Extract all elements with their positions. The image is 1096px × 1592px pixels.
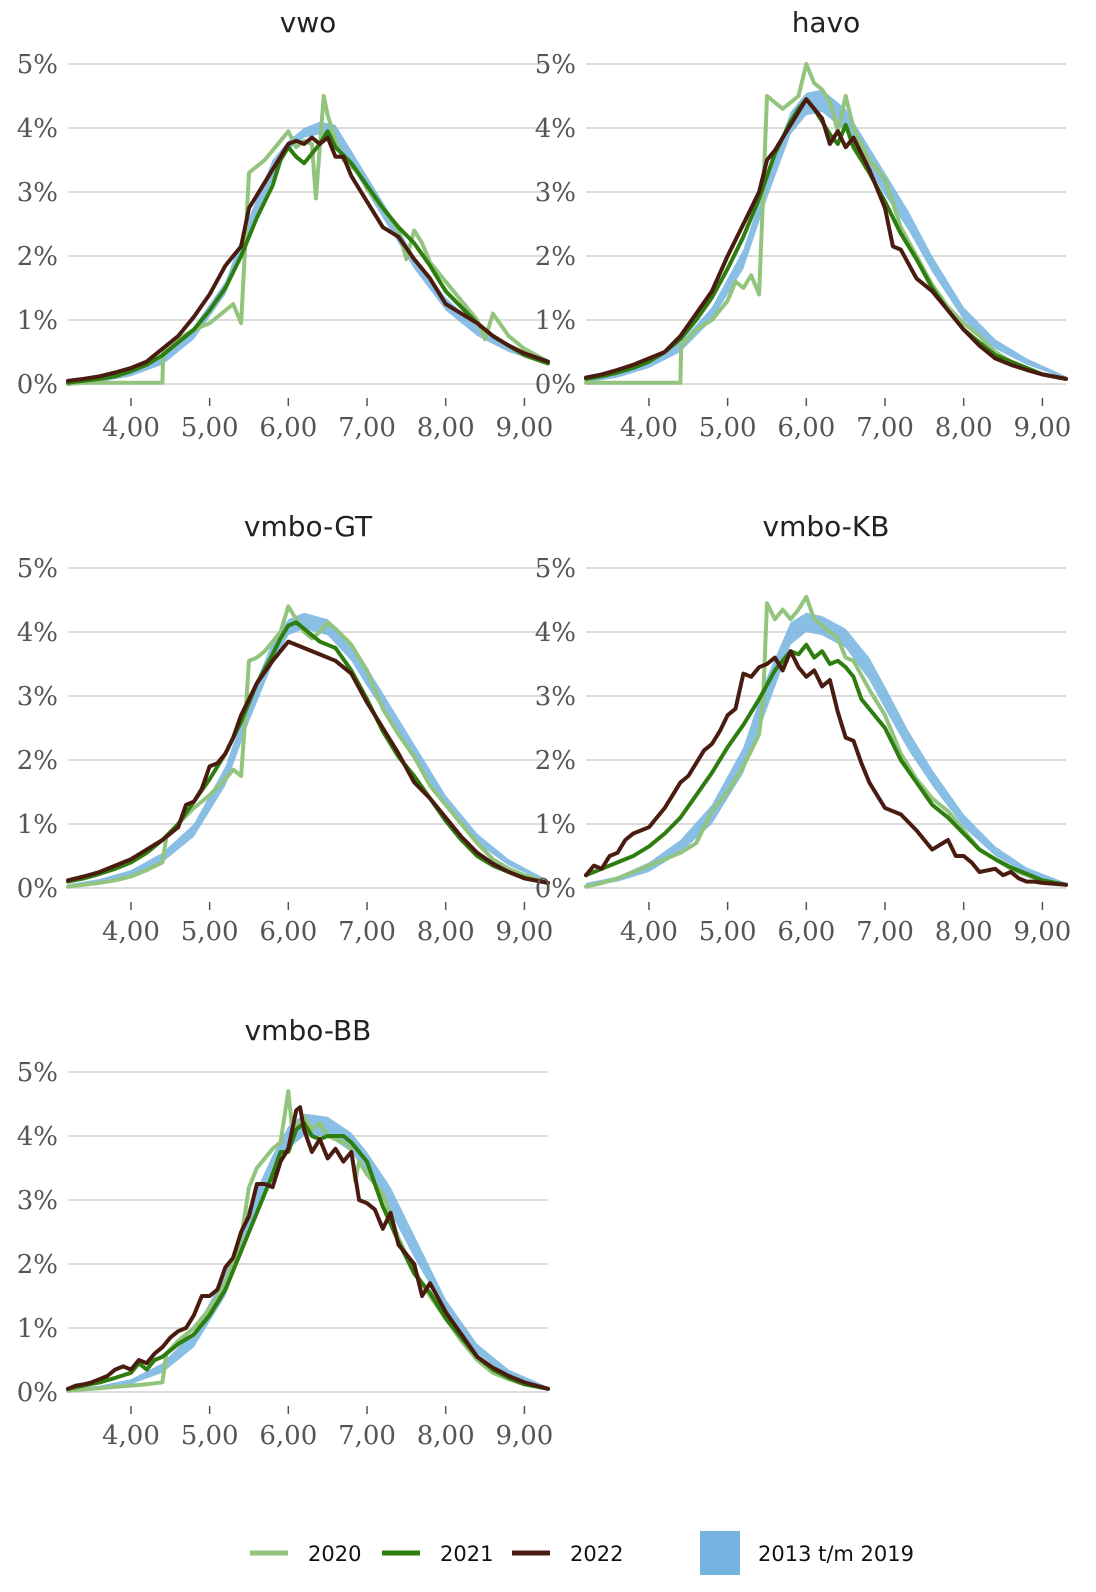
x-tick-label: 8,00 bbox=[417, 413, 475, 443]
y-tick-label: 1% bbox=[535, 810, 576, 840]
y-tick-label: 1% bbox=[17, 1314, 58, 1344]
x-tick-label: 8,00 bbox=[935, 917, 993, 947]
x-tick-label: 8,00 bbox=[417, 1421, 475, 1451]
series-line-2021 bbox=[584, 97, 1068, 381]
y-tick-label: 4% bbox=[535, 618, 576, 648]
y-tick-label: 1% bbox=[535, 306, 576, 336]
y-tick-label: 1% bbox=[17, 810, 58, 840]
series-line-2022 bbox=[584, 97, 1068, 381]
y-tick-label: 5% bbox=[17, 1058, 58, 1088]
series-line-2022 bbox=[66, 1105, 550, 1391]
panel-vwo: vwo 0% 1% 2% 3% 4% 5% 4,00 5,00 6,00 7,00 8,00 9,00 bbox=[17, 6, 554, 443]
x-tick-label: 9,00 bbox=[495, 413, 553, 443]
band-2013-2019 bbox=[68, 1113, 548, 1391]
y-tick-label: 4% bbox=[535, 114, 576, 144]
y-tick-label: 3% bbox=[535, 178, 576, 208]
x-tick-label: 7,00 bbox=[856, 413, 914, 443]
panel-title: vwo bbox=[280, 6, 337, 39]
panel-vmbo-bb: vmbo-BB 0% 1% 2% 3% 4% 5% 4,00 5,00 6,00 7,00 8,00 9… bbox=[17, 1014, 554, 1451]
x-tick-label: 6,00 bbox=[777, 413, 835, 443]
y-tick-label: 3% bbox=[17, 178, 58, 208]
x-tick-label: 5,00 bbox=[181, 917, 239, 947]
legend-item-2020: 2020 bbox=[250, 1542, 361, 1566]
series-line-2022 bbox=[584, 649, 1068, 887]
x-tick-label: 4,00 bbox=[102, 1421, 160, 1451]
panel-title: vmbo-GT bbox=[244, 510, 373, 543]
legend-label: 2021 bbox=[440, 1542, 493, 1566]
y-tick-label: 4% bbox=[17, 618, 58, 648]
y-tick-label: 5% bbox=[535, 554, 576, 584]
x-tick-label: 5,00 bbox=[699, 413, 757, 443]
legend-item-2022: 2022 bbox=[512, 1542, 623, 1566]
x-tick-label: 6,00 bbox=[777, 917, 835, 947]
y-tick-label: 1% bbox=[17, 306, 58, 336]
legend-item-2021: 2021 bbox=[382, 1542, 493, 1566]
band-2013-2019 bbox=[68, 612, 548, 887]
x-tick-label: 9,00 bbox=[1013, 917, 1071, 947]
series-line-2022 bbox=[66, 135, 550, 383]
x-tick-label: 5,00 bbox=[181, 413, 239, 443]
series-line-2021 bbox=[584, 642, 1068, 887]
series-line-2020 bbox=[584, 62, 1068, 385]
x-tick-label: 6,00 bbox=[259, 1421, 317, 1451]
y-tick-label: 5% bbox=[17, 554, 58, 584]
x-tick-label: 4,00 bbox=[102, 917, 160, 947]
panel-title: havo bbox=[792, 6, 861, 39]
y-tick-label: 0% bbox=[17, 1378, 58, 1408]
legend: 2020 2021 2022 2013 t/m 2019 bbox=[250, 1531, 914, 1575]
y-tick-label: 0% bbox=[17, 370, 58, 400]
band-2013-2019 bbox=[586, 612, 1066, 887]
y-tick-label: 2% bbox=[17, 1250, 58, 1280]
x-tick-label: 7,00 bbox=[338, 1421, 396, 1451]
y-tick-label: 2% bbox=[17, 746, 58, 776]
y-tick-label: 3% bbox=[17, 1186, 58, 1216]
x-tick-label: 5,00 bbox=[181, 1421, 239, 1451]
legend-label: 2022 bbox=[570, 1542, 623, 1566]
panel-title: vmbo-BB bbox=[245, 1014, 372, 1047]
panel-havo: havo 0% 1% 2% 3% 4% 5% 4,00 5,00 6,00 7,00 8,00 9,00 bbox=[535, 6, 1072, 443]
y-tick-label: 3% bbox=[17, 682, 58, 712]
x-tick-label: 6,00 bbox=[259, 413, 317, 443]
panel-vmbo-kb: vmbo-KB 0% 1% 2% 3% 4% 5% 4,00 5,00 6,00 7,00 8,00 9… bbox=[535, 510, 1072, 947]
x-tick-label: 9,00 bbox=[1013, 413, 1071, 443]
series-line-2020 bbox=[584, 594, 1068, 889]
y-tick-label: 3% bbox=[535, 682, 576, 712]
x-tick-label: 5,00 bbox=[699, 917, 757, 947]
series-line-2020 bbox=[66, 94, 550, 386]
y-tick-label: 2% bbox=[535, 746, 576, 776]
x-tick-label: 4,00 bbox=[102, 413, 160, 443]
legend-label: 2020 bbox=[308, 1542, 361, 1566]
series-line-2021 bbox=[66, 129, 550, 385]
series-line-2022 bbox=[66, 639, 550, 885]
y-tick-label: 2% bbox=[535, 242, 576, 272]
x-tick-label: 4,00 bbox=[620, 413, 678, 443]
y-tick-label: 5% bbox=[17, 50, 58, 80]
x-tick-label: 9,00 bbox=[495, 917, 553, 947]
y-tick-label: 2% bbox=[17, 242, 58, 272]
legend-swatch-band bbox=[700, 1531, 740, 1575]
legend-item-2013-t-m-2019: 2013 t/m 2019 bbox=[700, 1531, 914, 1575]
panel-vmbo-gt: vmbo-GT 0% 1% 2% 3% 4% 5% 4,00 5,00 6,00 7,00 8,00 9… bbox=[17, 510, 554, 947]
y-tick-label: 4% bbox=[17, 1122, 58, 1152]
panel-title: vmbo-KB bbox=[763, 510, 890, 543]
band-2013-2019 bbox=[586, 89, 1066, 383]
series-line-2021 bbox=[66, 1121, 550, 1391]
x-tick-label: 8,00 bbox=[935, 413, 993, 443]
x-tick-label: 7,00 bbox=[338, 917, 396, 947]
legend-label: 2013 t/m 2019 bbox=[758, 1542, 914, 1566]
x-tick-label: 7,00 bbox=[856, 917, 914, 947]
x-tick-label: 9,00 bbox=[495, 1421, 553, 1451]
y-tick-label: 0% bbox=[535, 370, 576, 400]
series-line-2020 bbox=[66, 604, 550, 889]
y-tick-label: 0% bbox=[17, 874, 58, 904]
y-tick-label: 0% bbox=[535, 874, 576, 904]
x-tick-label: 6,00 bbox=[259, 917, 317, 947]
y-tick-label: 4% bbox=[17, 114, 58, 144]
x-tick-label: 4,00 bbox=[620, 917, 678, 947]
y-tick-label: 5% bbox=[535, 50, 576, 80]
x-tick-label: 8,00 bbox=[417, 917, 475, 947]
x-tick-label: 7,00 bbox=[338, 413, 396, 443]
